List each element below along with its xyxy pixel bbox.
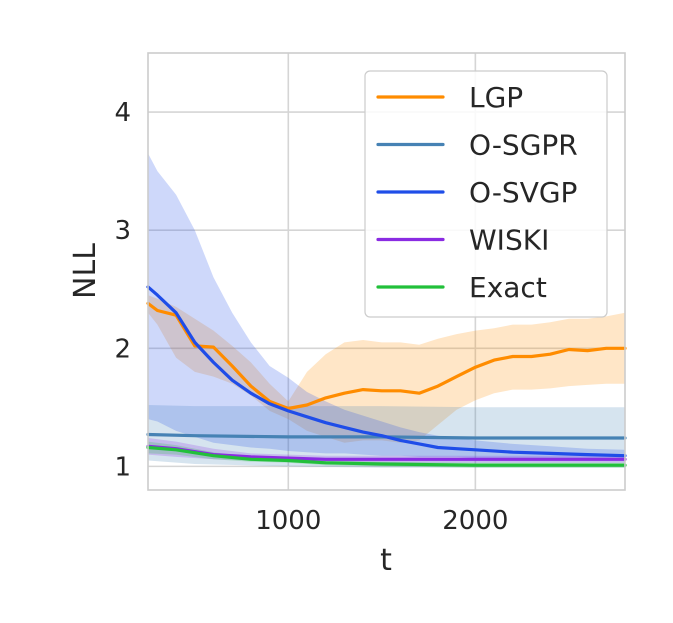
o-svgp-series-line [146,285,627,458]
legend-label-wiski: WISKI [469,224,549,257]
legend-label-o-svgp: O-SVGP [469,176,577,209]
lgp-confidence-band [148,295,625,443]
lgp-series-line [146,301,627,411]
legend-label-lgp: LGP [469,81,523,114]
x-tick-label: 1000 [255,506,321,536]
legend: LGP O-SGPR O-SVGP WISKI Exact [364,70,608,318]
plot-frame [147,52,626,491]
y-tick-label: 1 [114,452,131,482]
o-svgp-confidence-band [148,153,625,460]
tick-labels: 1000 2000 1 2 3 4 [114,98,508,536]
legend-label-exact: Exact [469,271,547,304]
y-tick-label: 4 [114,98,131,128]
y-tick-label: 3 [114,216,131,246]
y-axis-label: NLL [68,243,103,299]
exact-series-line [146,445,627,467]
series-lines [146,285,627,467]
legend-label-o-sgpr: O-SGPR [469,129,578,162]
x-axis-label: t [380,543,392,578]
legend-box [364,70,608,318]
y-tick-label: 2 [114,334,131,364]
x-tick-label: 2000 [442,506,508,536]
